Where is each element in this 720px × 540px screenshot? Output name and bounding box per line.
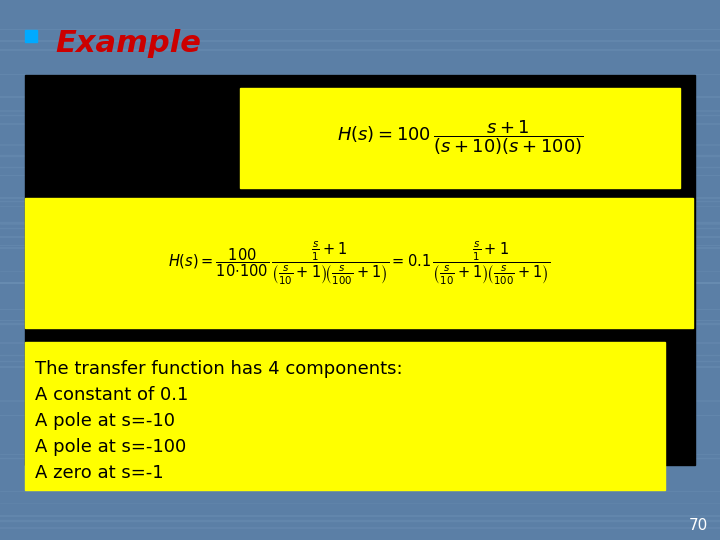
Text: A pole at s=-100: A pole at s=-100 [35, 438, 186, 456]
Bar [25, 342, 665, 490]
Bar [25, 30, 37, 42]
Bar [240, 88, 680, 188]
Text: The transfer function has 4 components:: The transfer function has 4 components: [35, 360, 402, 378]
Text: $H(s) = \dfrac{100}{10{\cdot}100}\,\dfrac{\frac{s}{1}+1}{\left(\frac{s}{10}+1\ri: $H(s) = \dfrac{100}{10{\cdot}100}\,\dfra… [168, 239, 550, 287]
Text: $H(s) = 100\,\dfrac{s+1}{(s+10)(s+100)}$: $H(s) = 100\,\dfrac{s+1}{(s+10)(s+100)}$ [337, 119, 583, 157]
Text: A constant of 0.1: A constant of 0.1 [35, 386, 189, 404]
Bar [25, 75, 695, 465]
Text: 70: 70 [688, 517, 708, 532]
Text: A zero at s=-1: A zero at s=-1 [35, 464, 163, 482]
Bar [25, 198, 693, 328]
Text: Example: Example [55, 30, 201, 58]
Text: A pole at s=-10: A pole at s=-10 [35, 412, 175, 430]
